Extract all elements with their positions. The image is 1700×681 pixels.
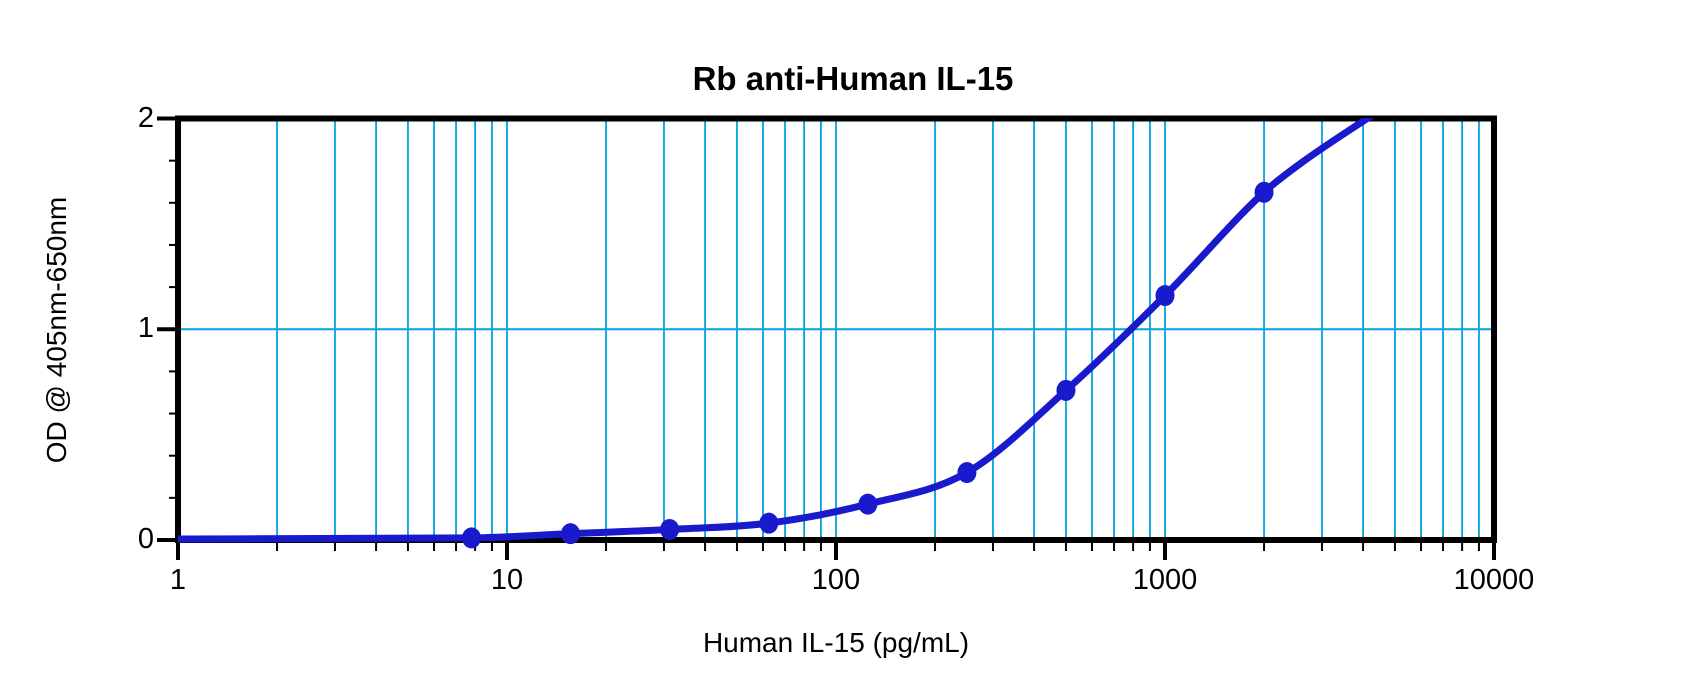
- chart-title: Rb anti-Human IL-15: [692, 60, 1014, 97]
- data-point-marker: [561, 523, 581, 545]
- data-point-marker: [759, 512, 779, 534]
- data-point-marker: [1056, 379, 1076, 401]
- data-point-marker: [858, 493, 878, 515]
- data-points: [461, 181, 1274, 549]
- plot-frame: [175, 115, 1497, 543]
- data-point-marker: [1254, 181, 1274, 203]
- data-point-marker: [660, 518, 680, 540]
- y-tick-label: 0: [137, 523, 154, 555]
- x-tick-label: 1000: [1132, 564, 1198, 596]
- data-point-marker: [957, 462, 977, 484]
- x-axis-label: Human IL-15 (pg/mL): [702, 627, 970, 658]
- y-tick-label: 1: [137, 312, 154, 345]
- data-point-marker: [1155, 285, 1175, 307]
- axis-ticks: [157, 116, 1496, 560]
- gridlines: [178, 118, 1494, 540]
- x-tick-label: 100: [811, 564, 861, 596]
- x-tick-label: 10000: [1453, 564, 1535, 596]
- x-tick-label: 1: [169, 564, 187, 596]
- data-point-marker: [461, 527, 481, 549]
- y-tick-label: 2: [137, 101, 154, 134]
- x-tick-label: 10: [490, 564, 524, 596]
- standard-curve-line: [177, 118, 1375, 543]
